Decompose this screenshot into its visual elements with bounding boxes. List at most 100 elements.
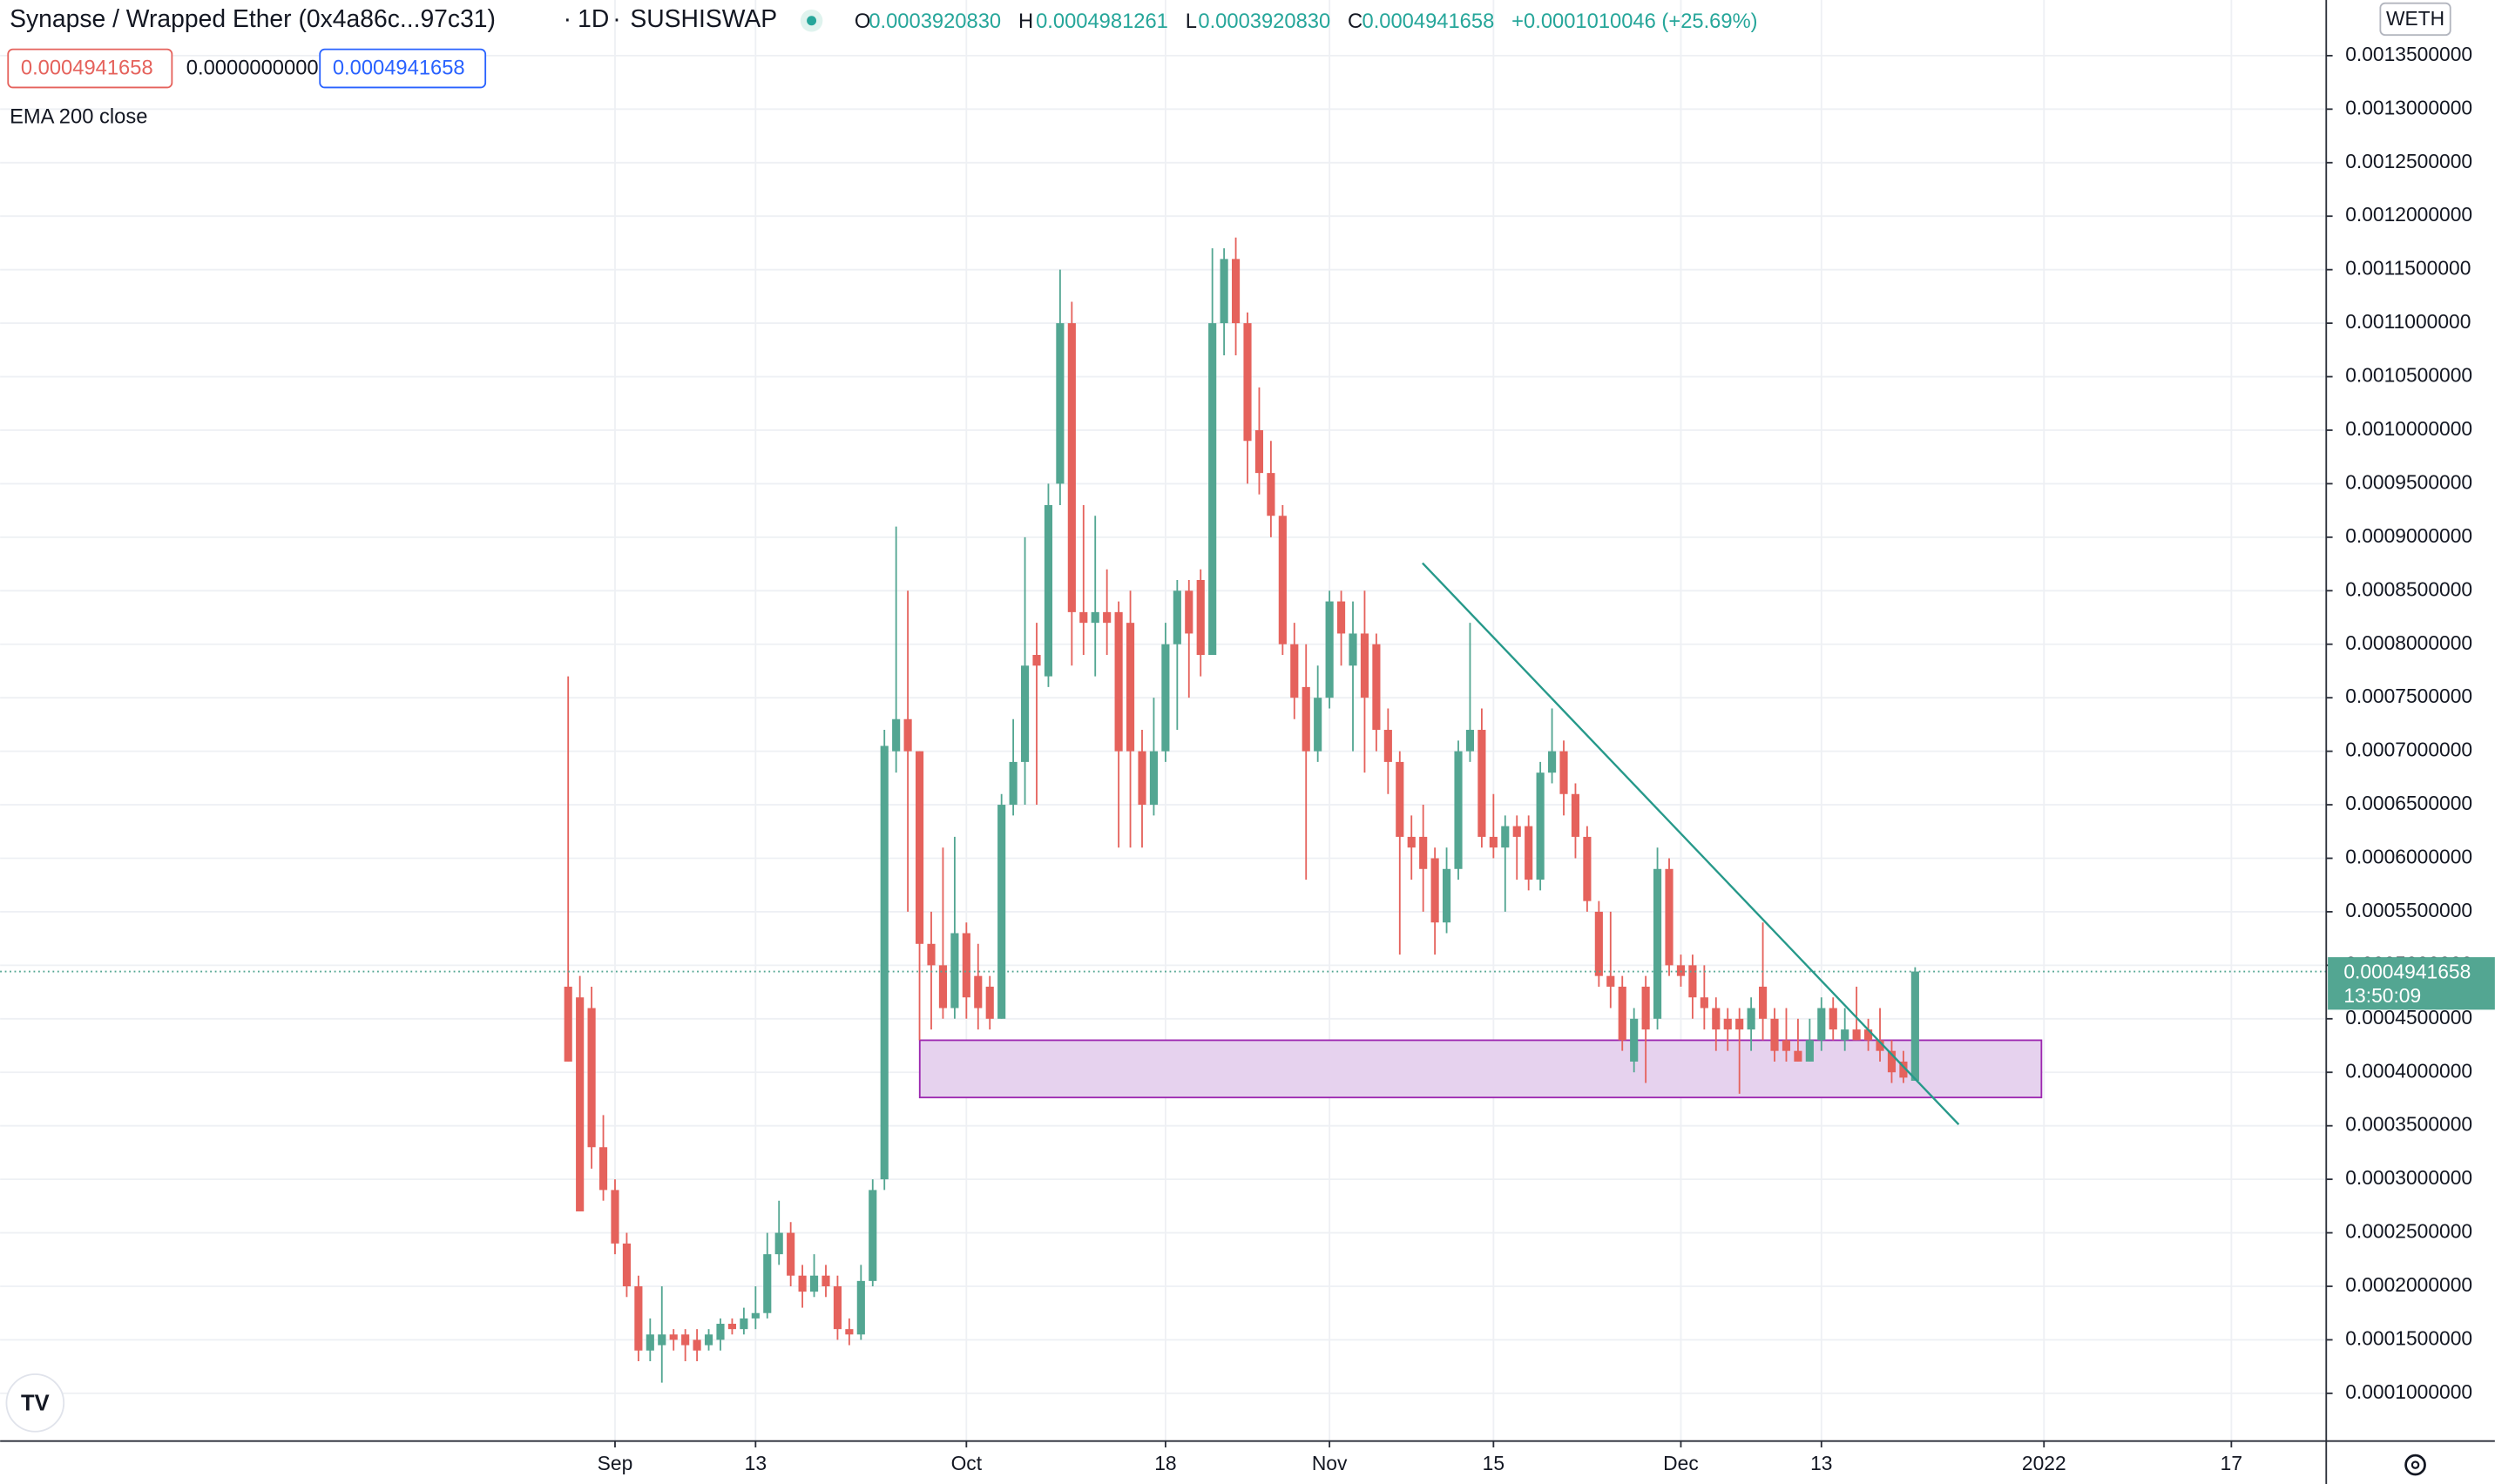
candle-body: [669, 1334, 678, 1340]
candle-body: [1583, 836, 1592, 901]
candle-body: [1723, 1018, 1732, 1030]
indicator[interactable]: EMA 200 close: [10, 105, 147, 128]
candle-body: [1208, 323, 1217, 656]
candle-body: [1161, 644, 1170, 752]
candle-body: [1009, 761, 1018, 806]
candle-body: [564, 986, 572, 1062]
y-tick-label: 0.0002000000: [2345, 1273, 2472, 1296]
candle-body: [1254, 429, 1264, 474]
candle-body: [704, 1334, 713, 1346]
candle-body: [1278, 516, 1287, 644]
x-tick-label: Dec: [1663, 1452, 1699, 1474]
candle-body: [1032, 655, 1041, 666]
exchange[interactable]: SUSHISWAP: [630, 4, 777, 32]
candle-body: [1841, 1029, 1849, 1041]
candle-body: [576, 997, 585, 1211]
candle-body: [751, 1312, 760, 1319]
market-status-dot: [807, 16, 817, 26]
y-tick-label: 0.0002500000: [2345, 1220, 2472, 1243]
candle-body: [997, 805, 1006, 1019]
candle-body: [1336, 601, 1346, 634]
currency: WETH: [2386, 7, 2444, 30]
candles: [0, 237, 2327, 1383]
candle-body: [1864, 1029, 1873, 1041]
y-tick-label: 0.0011500000: [2345, 257, 2471, 280]
candle-body: [787, 1232, 795, 1276]
logo[interactable]: [5, 1373, 65, 1433]
candle-body: [1630, 1018, 1639, 1062]
candle-body: [716, 1324, 725, 1340]
open-label: O: [855, 10, 870, 33]
symbol[interactable]: Synapse / Wrapped Ether (0x4a86c...97c31…: [10, 4, 496, 32]
candle-body: [740, 1318, 748, 1330]
currency-box[interactable]: [2379, 2, 2451, 37]
candle-body: [1501, 826, 1510, 848]
candle-body: [1185, 590, 1193, 634]
candle-body: [1079, 611, 1088, 624]
candle-body: [1512, 826, 1521, 837]
candle-body: [1665, 868, 1673, 966]
candle-body: [1489, 836, 1498, 848]
zone-rectangle[interactable]: [918, 1039, 2043, 1099]
candle-body: [869, 1190, 877, 1281]
candle-body: [1056, 323, 1065, 484]
candle-body: [962, 933, 970, 998]
candle-body: [798, 1275, 807, 1292]
trend-line[interactable]: [1422, 562, 1960, 1126]
open-value: 0.0003920830: [869, 10, 1001, 33]
candle-body: [1114, 611, 1123, 752]
y-tick-label: 0.0001500000: [2345, 1326, 2472, 1349]
x-tick-label: Nov: [1312, 1452, 1348, 1474]
y-tick-label: 0.0006000000: [2345, 846, 2472, 868]
candle-body: [822, 1275, 830, 1287]
candle-body: [1231, 259, 1241, 324]
axes: 0.0001000000 0.0001500000 0.0002000000 0.00…: [598, 43, 2495, 1474]
candle-body: [1829, 1008, 1837, 1030]
x-tick-label: 13: [1810, 1452, 1832, 1474]
candle-body: [1794, 1050, 1802, 1062]
y-tick-label: 0.0007500000: [2345, 685, 2472, 707]
candle-body: [1700, 997, 1708, 1008]
candle-body: [1805, 1040, 1814, 1062]
candle-body: [1688, 965, 1697, 998]
candle-body: [1653, 868, 1662, 1019]
candle-body: [598, 1147, 608, 1191]
close-value: 0.0004941658: [1362, 10, 1494, 33]
x-tick-label: 17: [2221, 1452, 2242, 1474]
candle-body: [1196, 580, 1205, 656]
change: +0.0001010046 (+25.69%): [1511, 10, 1757, 33]
candle-body: [1782, 1040, 1791, 1051]
candle-body: [681, 1334, 690, 1346]
candle-body: [774, 1232, 783, 1255]
candle-body: [1676, 965, 1686, 976]
candle-body: [1396, 761, 1404, 837]
price-tag: [2328, 957, 2495, 1010]
input-box[interactable]: [7, 48, 173, 89]
candle-body: [1383, 730, 1392, 762]
interval[interactable]: 1D: [578, 4, 609, 32]
y-tick-label: 0.0004000000: [2345, 1059, 2472, 1082]
y-tick-label: 0.0003000000: [2345, 1166, 2472, 1189]
candle-body: [1149, 751, 1159, 806]
x-tick-label: 2022: [2022, 1452, 2066, 1474]
countdown: 13:50:09: [2343, 984, 2421, 1007]
candle-body: [927, 943, 936, 966]
candle-body: [587, 1008, 596, 1148]
candle-body: [1606, 975, 1615, 987]
y-tick-label: 0.0008500000: [2345, 577, 2472, 600]
candle-body: [1091, 611, 1099, 624]
candle-body: [611, 1190, 619, 1244]
y-tick-label: 0.0009500000: [2345, 470, 2472, 493]
settings-icon[interactable]: [2404, 1454, 2426, 1476]
candle-body: [1571, 793, 1580, 837]
input-box[interactable]: [319, 48, 487, 89]
candle-body: [856, 1280, 865, 1335]
candle-body: [845, 1329, 854, 1335]
candle-body: [1442, 868, 1451, 923]
x-tick-label: Oct: [951, 1452, 983, 1474]
y-tick-label: 0.0007000000: [2345, 739, 2472, 761]
candle-body: [1852, 1029, 1861, 1041]
candle-body: [1477, 730, 1486, 837]
high-value: 0.0004981261: [1036, 10, 1168, 33]
y-tick-label: 0.0008000000: [2345, 631, 2472, 654]
